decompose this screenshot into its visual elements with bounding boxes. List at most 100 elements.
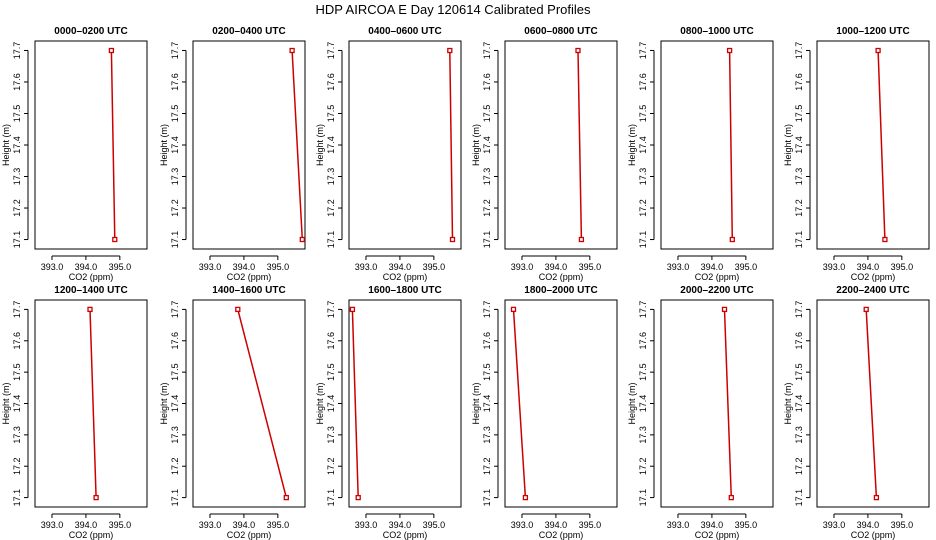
y-tick-label: 17.2 bbox=[482, 457, 492, 475]
data-point-marker bbox=[728, 494, 734, 501]
y-tick-label: 17.5 bbox=[482, 363, 492, 381]
x-tick-label: 395.0 bbox=[891, 520, 914, 530]
plot-frame bbox=[660, 299, 774, 508]
y-tick-label: 17.6 bbox=[638, 73, 648, 91]
data-point-marker bbox=[235, 306, 241, 313]
panel-title: 2000–2200 UTC bbox=[680, 285, 753, 296]
y-axis-label: Height (m) bbox=[159, 124, 169, 166]
x-axis-label: CO2 (ppm) bbox=[69, 530, 114, 540]
data-point-marker bbox=[447, 47, 453, 54]
panel-title: 1600–1800 UTC bbox=[368, 285, 441, 296]
data-point-marker bbox=[882, 236, 888, 243]
panel-title: 0800–1000 UTC bbox=[680, 26, 753, 37]
figure-title: HDP AIRCOA E Day 120614 Calibrated Profi… bbox=[315, 2, 591, 17]
y-tick-label: 17.6 bbox=[12, 73, 22, 91]
y-tick-label: 17.7 bbox=[482, 42, 492, 60]
data-point-marker bbox=[289, 47, 295, 54]
plot-frame bbox=[34, 299, 148, 508]
y-axis-label: Height (m) bbox=[159, 382, 169, 424]
x-tick-label: 393.0 bbox=[355, 262, 378, 272]
x-tick-label: 394.0 bbox=[75, 520, 98, 530]
plot-frame bbox=[504, 299, 618, 508]
x-tick-label: 394.0 bbox=[389, 262, 412, 272]
y-tick-label: 17.4 bbox=[170, 395, 180, 413]
plot-frame bbox=[348, 40, 462, 250]
y-tick-label: 17.3 bbox=[482, 168, 492, 186]
y-tick-label: 17.6 bbox=[170, 332, 180, 350]
panel-title: 0000–0200 UTC bbox=[54, 26, 127, 37]
data-point-marker bbox=[510, 306, 517, 313]
panel-title: 0200–0400 UTC bbox=[212, 26, 285, 37]
y-tick-label: 17.4 bbox=[170, 136, 180, 154]
y-tick-label: 17.6 bbox=[794, 73, 804, 91]
y-tick-label: 17.6 bbox=[12, 332, 22, 350]
y-axis-label: Height (m) bbox=[627, 124, 637, 166]
x-axis-label: CO2 (ppm) bbox=[383, 272, 428, 282]
y-tick-label: 17.3 bbox=[170, 168, 180, 186]
plot-frame bbox=[504, 40, 618, 250]
panel-title: 2200–2400 UTC bbox=[836, 285, 909, 296]
profile-line bbox=[877, 50, 886, 240]
panel-title: 0400–0600 UTC bbox=[368, 26, 441, 37]
x-tick-label: 393.0 bbox=[199, 262, 222, 272]
x-tick-label: 395.0 bbox=[579, 262, 602, 272]
y-tick-label: 17.7 bbox=[170, 301, 180, 319]
y-tick-label: 17.1 bbox=[326, 231, 336, 249]
x-tick-label: 393.0 bbox=[199, 520, 222, 530]
x-tick-label: 395.0 bbox=[735, 262, 758, 272]
y-tick-label: 17.2 bbox=[638, 199, 648, 217]
x-axis-label: CO2 (ppm) bbox=[227, 530, 272, 540]
x-tick-label: 395.0 bbox=[267, 262, 290, 272]
data-point-marker bbox=[93, 494, 99, 501]
y-tick-label: 17.7 bbox=[326, 42, 336, 60]
x-axis-label: CO2 (ppm) bbox=[851, 530, 896, 540]
y-tick-label: 17.2 bbox=[326, 199, 336, 217]
data-point-marker bbox=[729, 236, 735, 243]
x-tick-label: 395.0 bbox=[109, 520, 132, 530]
y-tick-label: 17.4 bbox=[638, 395, 648, 413]
y-axis-label: Height (m) bbox=[1, 382, 11, 424]
y-tick-label: 17.5 bbox=[170, 105, 180, 123]
y-tick-label: 17.1 bbox=[482, 489, 492, 507]
y-tick-label: 17.7 bbox=[482, 301, 492, 319]
y-tick-label: 17.6 bbox=[170, 73, 180, 91]
y-tick-label: 17.7 bbox=[170, 42, 180, 60]
profile-line bbox=[865, 309, 878, 498]
x-tick-label: 395.0 bbox=[423, 262, 446, 272]
y-tick-label: 17.4 bbox=[638, 136, 648, 154]
y-tick-label: 17.4 bbox=[326, 136, 336, 154]
data-point-marker bbox=[522, 494, 529, 501]
plot-frame bbox=[816, 40, 930, 250]
plot-frame bbox=[348, 299, 462, 508]
x-tick-label: 395.0 bbox=[579, 520, 602, 530]
x-tick-label: 393.0 bbox=[511, 520, 534, 530]
data-point-marker bbox=[112, 236, 118, 243]
y-tick-label: 17.7 bbox=[794, 42, 804, 60]
data-point-marker bbox=[349, 306, 356, 313]
data-point-marker bbox=[863, 306, 869, 313]
y-tick-label: 17.3 bbox=[12, 168, 22, 186]
y-tick-label: 17.7 bbox=[638, 42, 648, 60]
y-tick-label: 17.3 bbox=[638, 168, 648, 186]
panel-title: 1200–1400 UTC bbox=[54, 285, 127, 296]
x-tick-label: 395.0 bbox=[891, 262, 914, 272]
y-tick-label: 17.4 bbox=[12, 136, 22, 154]
profile-line bbox=[237, 309, 288, 498]
y-tick-label: 17.3 bbox=[12, 426, 22, 444]
y-tick-label: 17.3 bbox=[638, 426, 648, 444]
y-tick-label: 17.2 bbox=[794, 199, 804, 217]
y-tick-label: 17.2 bbox=[326, 457, 336, 475]
x-tick-label: 395.0 bbox=[109, 262, 132, 272]
y-tick-label: 17.4 bbox=[482, 395, 492, 413]
y-axis-label: Height (m) bbox=[471, 124, 481, 166]
y-tick-label: 17.6 bbox=[482, 332, 492, 350]
x-tick-label: 394.0 bbox=[75, 262, 98, 272]
